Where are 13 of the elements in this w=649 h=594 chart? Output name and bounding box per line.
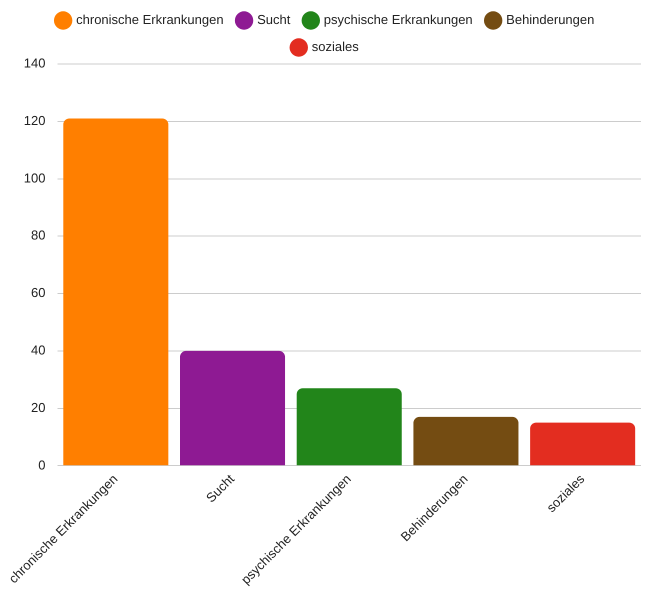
legend-label: Sucht	[257, 12, 291, 28]
y-tick-label: 20	[30, 400, 46, 415]
legend-label: soziales	[312, 39, 360, 54]
legend-label: psychische Erkrankungen	[324, 12, 473, 28]
legend-label: chronische Erkrankungen	[76, 12, 224, 28]
y-tick-label: 80	[30, 228, 46, 243]
y-tick-label: 140	[24, 56, 46, 71]
y-tick-label: 0	[38, 457, 46, 472]
y-tick-label: 100	[24, 170, 46, 186]
legend-label: Behinderungen	[506, 12, 594, 28]
y-tick-label: 120	[24, 112, 46, 128]
y-tick-label: 40	[30, 342, 46, 358]
y-tick-label: 60	[30, 285, 46, 300]
